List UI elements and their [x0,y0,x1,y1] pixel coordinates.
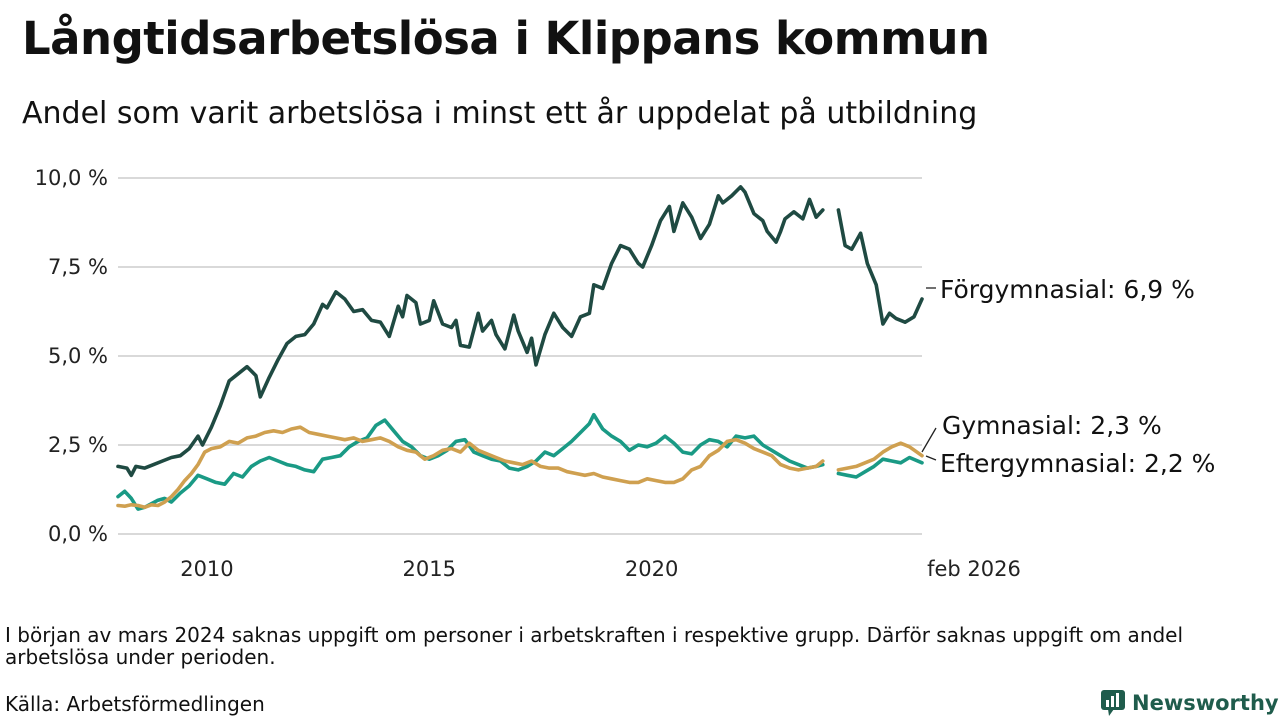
series-end-labels: Förgymnasial: 6,9 % Gymnasial: 2,3 % Efter… [921,275,1215,478]
line-chart: 0,0 % 2,5 % 5,0 % 7,5 % 10,0 % 2010 2015 2020 f… [35,166,1216,581]
y-tick-label: 2,5 % [48,433,108,457]
leader-line [921,427,937,453]
footnote: I början av mars 2024 saknas uppgift om … [5,623,1184,669]
series-line-eftergymnasial [836,441,924,472]
brand-name: Newsworthy [1132,691,1279,715]
x-axis-ticks: 2010 2015 2020 feb 2026 [180,557,1021,581]
series-line-förgymnasial [116,185,825,478]
series-line-gymnasial [116,412,825,511]
series-label-förgymnasial: Förgymnasial: 6,9 % [940,275,1195,304]
series-line-gymnasial [836,455,924,479]
y-tick-label: 10,0 % [35,166,108,190]
gridlines [118,177,922,535]
y-tick-label: 7,5 % [48,255,108,279]
series-lines [116,185,924,511]
x-tick-label: feb 2026 [927,557,1021,581]
x-tick-label: 2015 [403,557,456,581]
chart-subtitle: Andel som varit arbetslösa i minst ett å… [22,96,978,131]
x-tick-label: 2010 [180,557,233,581]
y-tick-label: 5,0 % [48,344,108,368]
series-label-eftergymnasial: Eftergymnasial: 2,2 % [940,449,1215,478]
chart-title: Långtidsarbetslösa i Klippans kommun [22,12,990,65]
source-text: Källa: Arbetsförmedlingen [5,692,265,716]
chart-bubble-icon [1101,690,1125,716]
leader-line [925,455,937,461]
series-line-förgymnasial [836,208,924,326]
y-axis-ticks: 0,0 % 2,5 % 5,0 % 7,5 % 10,0 % [35,166,108,546]
y-tick-label: 0,0 % [48,522,108,546]
newsworthy-logo: Newsworthy [1100,688,1279,718]
series-line-eftergymnasial [116,425,825,510]
series-label-gymnasial: Gymnasial: 2,3 % [942,411,1162,440]
x-tick-label: 2020 [625,557,678,581]
